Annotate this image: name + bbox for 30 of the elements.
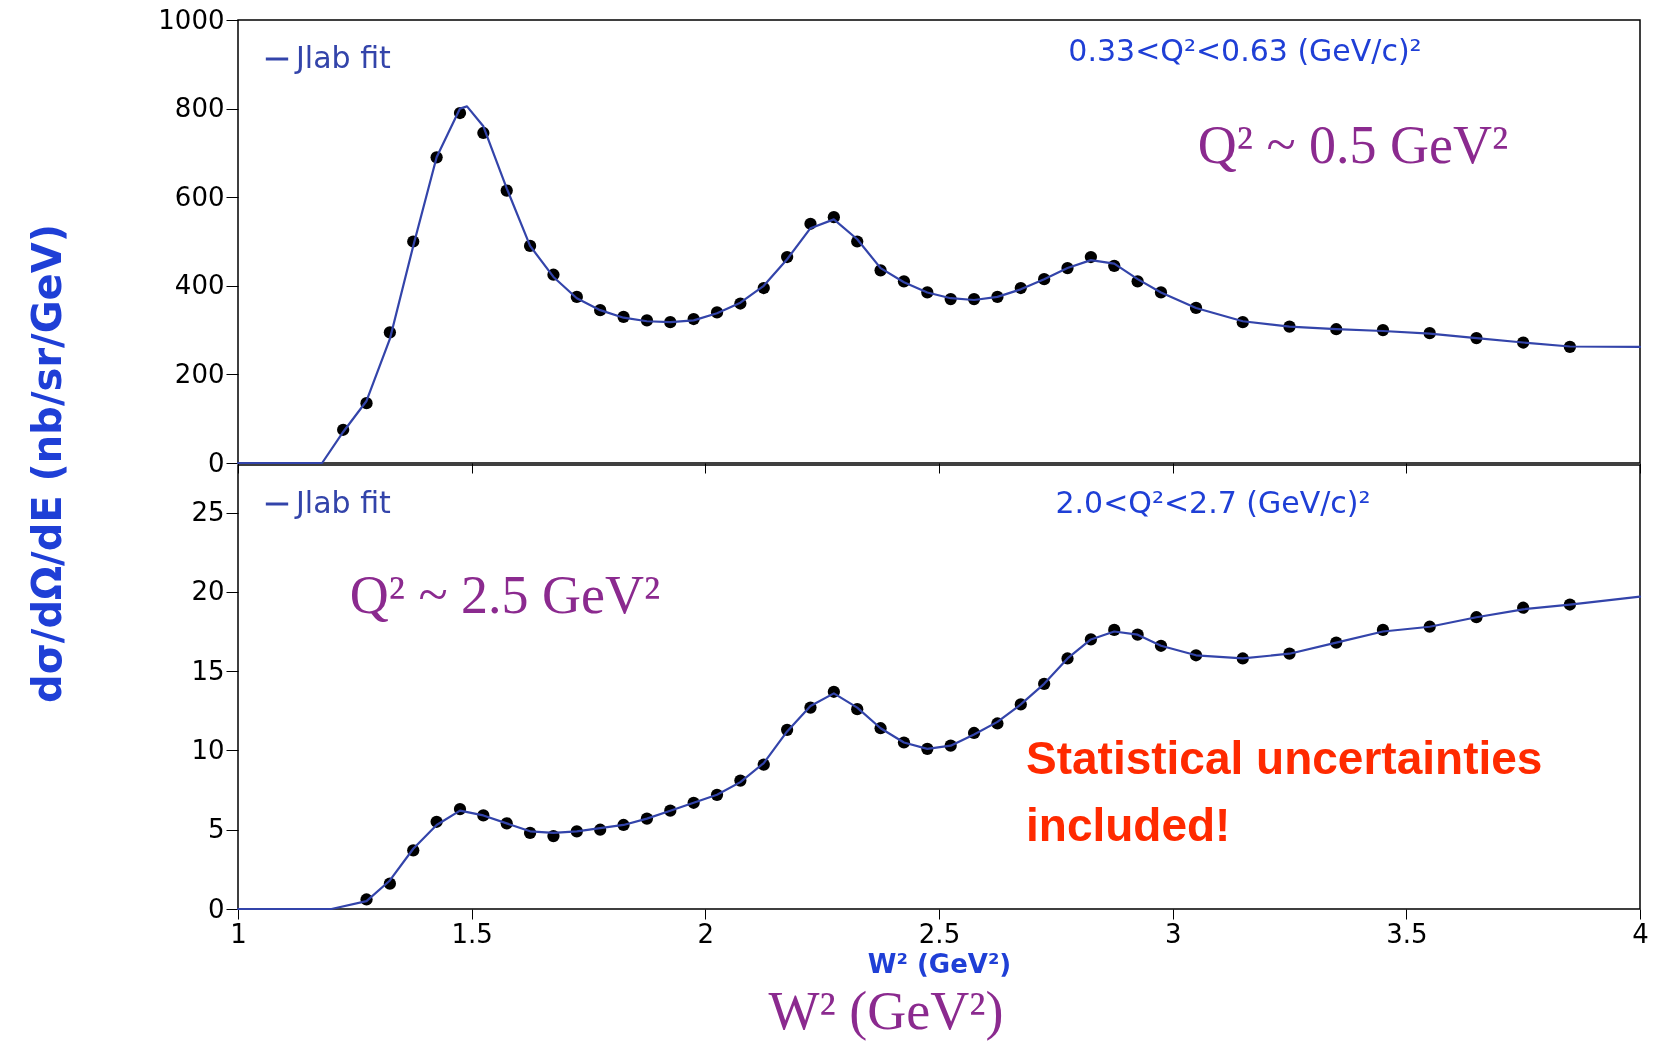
x-tick-label: 3.5	[1386, 918, 1428, 949]
annotation: Q² ~ 2.5 GeV²	[349, 565, 661, 625]
y-tick-label: 800	[174, 93, 225, 124]
y-tick-label: 15	[191, 655, 225, 686]
x-tick-label: 2	[697, 918, 715, 949]
y-tick-label: 20	[191, 576, 225, 607]
y-tick-label: 600	[174, 181, 225, 212]
annotation: 0.33<Q²<0.63 (GeV/c)²	[1068, 33, 1422, 68]
x-tick-label: 1.5	[451, 918, 493, 949]
legend-label: Jlab fit	[294, 485, 392, 520]
y-tick-label: 400	[174, 270, 225, 301]
x-tick-label: 1	[230, 918, 247, 949]
x-tick-label: 2.5	[918, 918, 961, 949]
y-tick-label: 0	[207, 893, 225, 924]
y-tick-label: 0	[207, 447, 225, 478]
y-tick-label: 10	[191, 734, 225, 765]
annotation: Statistical uncertainties included!	[1026, 732, 1543, 851]
y-tick-label: 5	[207, 814, 225, 845]
annotation: Q² ~ 0.5 GeV²	[1197, 115, 1509, 175]
line-series	[236, 105, 1642, 465]
y-tick-label: 200	[174, 358, 225, 389]
legend-label: Jlab fit	[294, 40, 392, 75]
text: W² (GeV²)	[768, 981, 1004, 1041]
x-tick-label: 3	[1164, 918, 1182, 949]
y-axis-title: dσ/dΩ/dE (nb/sr/GeV)	[23, 224, 70, 703]
y-tick-label: 1000	[158, 4, 225, 35]
y-tick-label: 25	[191, 497, 225, 528]
x-axis-title: W² (GeV²)	[867, 948, 1012, 979]
x-tick-label: 4	[1632, 918, 1649, 949]
annotation: 2.0<Q²<2.7 (GeV/c)²	[1055, 485, 1371, 520]
